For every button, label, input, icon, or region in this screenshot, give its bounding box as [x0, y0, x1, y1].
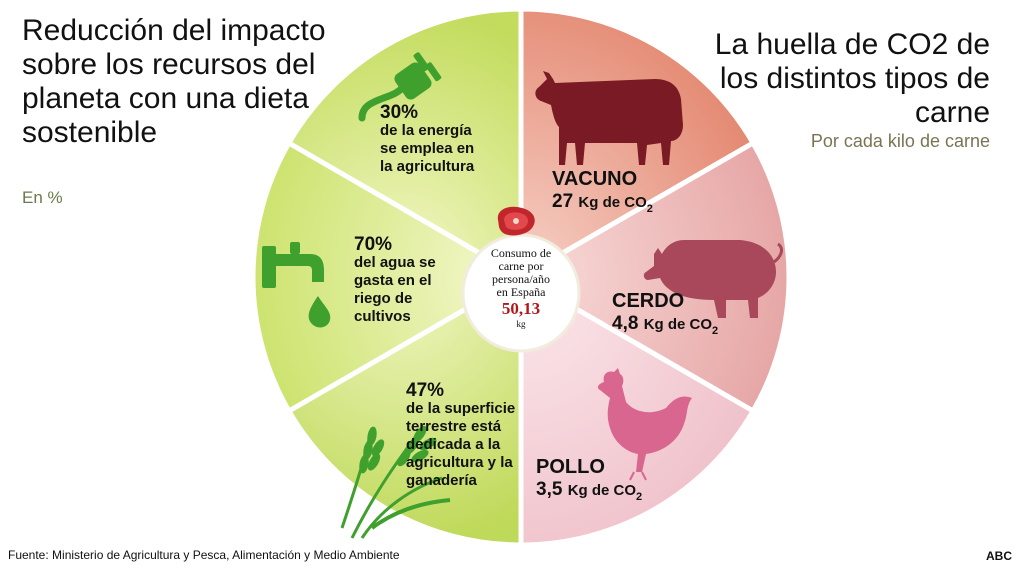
- plug-icon: [358, 52, 442, 122]
- source-note: Fuente: Ministerio de Agricultura y Pesc…: [8, 548, 400, 562]
- land-text: 47% de la superficie terrestre está dedi…: [406, 380, 522, 490]
- center-label-3: persona/año: [492, 272, 550, 286]
- infographic-wheel: [252, 8, 790, 546]
- energy-text: 30% de la energía se emplea en la agricu…: [380, 102, 490, 176]
- segment-water: [252, 139, 527, 415]
- energy-percent: 30%: [380, 102, 419, 123]
- cow-icon: [535, 71, 683, 165]
- steak-icon: [497, 206, 535, 236]
- beef-unit: Kg de CO: [578, 194, 647, 211]
- right-title: La huella de CO2 de los distintos tipos …: [714, 28, 990, 129]
- beef-value-line: 27 Kg de CO2: [552, 191, 653, 215]
- water-tap-icon: [262, 242, 331, 328]
- center-panel: Consumo de carne por persona/año en Espa…: [471, 246, 571, 330]
- beef-name: VACUNO: [552, 168, 638, 190]
- wheat-icon: [340, 425, 451, 539]
- beef-value: 27: [552, 191, 574, 212]
- water-text: 70% del agua se gasta en el riego de cul…: [354, 234, 458, 326]
- chicken-name: POLLO: [536, 456, 605, 478]
- center-label-4: en España: [496, 285, 546, 299]
- center-value: 50,13: [501, 299, 541, 318]
- pork-unit: Kg de CO: [643, 316, 713, 333]
- chicken-unit-sub: 2: [636, 490, 643, 503]
- beef-unit-sub: 2: [646, 202, 653, 215]
- pork-value: 4,8: [612, 313, 639, 334]
- left-subtitle: En %: [22, 188, 63, 207]
- chicken-icon: [597, 368, 692, 481]
- segment-energy: [285, 8, 524, 282]
- center-label-1: Consumo de: [490, 246, 552, 260]
- pork-label: CERDO 4,8 Kg de CO2: [612, 290, 718, 337]
- chicken-label: POLLO 3,5 Kg de CO2: [536, 456, 642, 503]
- pig-icon: [643, 240, 783, 318]
- water-description: del agua se gasta en el riego de cultivo…: [354, 254, 436, 325]
- energy-description: de la energía se emplea en la agricultur…: [380, 122, 475, 175]
- center-unit: kg: [516, 319, 526, 329]
- water-percent: 70%: [354, 234, 393, 255]
- land-percent: 47%: [406, 380, 445, 401]
- chicken-unit: Kg de CO: [567, 482, 637, 499]
- right-subtitle: Por cada kilo de carne: [810, 131, 990, 151]
- pork-name: CERDO: [612, 290, 685, 312]
- pork-unit-sub: 2: [712, 324, 719, 337]
- chicken-value: 3,5: [536, 479, 563, 500]
- pork-value-line: 4,8 Kg de CO2: [612, 313, 718, 337]
- left-title: Reducción del impacto sobre los recursos…: [22, 14, 326, 149]
- publisher-credit: ABC: [986, 549, 1012, 563]
- chicken-value-line: 3,5 Kg de CO2: [536, 479, 642, 503]
- land-description: de la superficie terrestre está dedicada…: [406, 400, 516, 489]
- beef-label: VACUNO 27 Kg de CO2: [552, 168, 653, 215]
- center-label-2: carne por: [498, 259, 544, 273]
